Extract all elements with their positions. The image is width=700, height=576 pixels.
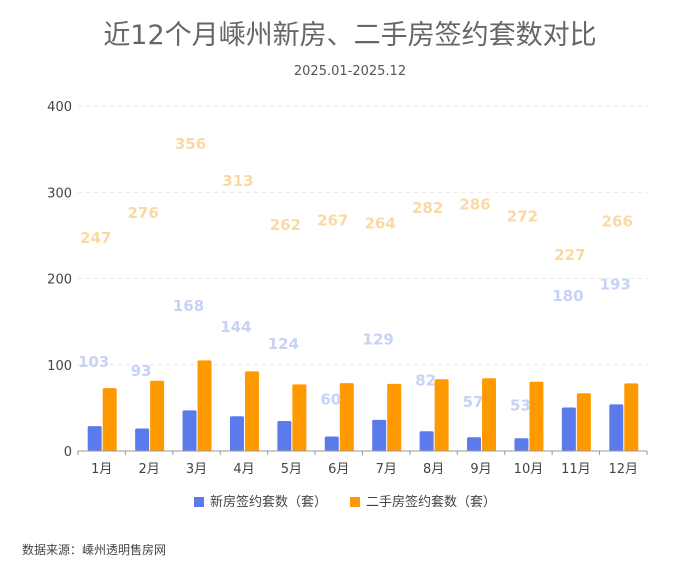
x-tick-label: 7月 <box>376 462 397 477</box>
bar-new <box>324 436 339 451</box>
chart-subtitle: 2025.01-2025.12 <box>294 64 406 79</box>
bar-new <box>419 431 434 451</box>
bar-new <box>277 421 292 451</box>
bar-new <box>609 404 624 451</box>
data-source: 数据来源：嵊州透明售房网 <box>22 542 166 557</box>
value-label-second-hand: 227 <box>554 246 585 264</box>
bar-second-hand <box>529 381 544 451</box>
bar-new <box>561 407 576 451</box>
x-tick-label: 9月 <box>470 462 491 477</box>
legend-label: 二手房签约套数（套） <box>366 494 496 510</box>
x-tick-label: 2月 <box>138 462 159 477</box>
value-label-second-hand: 313 <box>222 172 253 190</box>
value-label-second-hand: 276 <box>127 204 158 222</box>
grid <box>78 105 647 366</box>
y-tick-label: 100 <box>47 359 72 374</box>
x-tick-label: 6月 <box>328 462 349 477</box>
bar-second-hand <box>624 383 639 451</box>
value-label-new: 144 <box>220 318 251 336</box>
legend: 新房签约套数（套） 二手房签约套数（套） <box>194 494 496 510</box>
value-label-new: 53 <box>510 396 531 414</box>
value-label-second-hand: 264 <box>365 214 396 232</box>
value-label-second-hand: 262 <box>270 216 301 234</box>
value-label-new: 60 <box>320 390 341 408</box>
data-labels: 103 247 93 276 168 356 144 313 124 262 60 267 129 264… <box>78 135 633 414</box>
x-tick-label: 3月 <box>186 462 207 477</box>
bars <box>87 360 639 451</box>
bar-second-hand <box>197 360 212 451</box>
bar-second-hand <box>339 383 354 451</box>
value-label-second-hand: 286 <box>459 195 490 213</box>
value-label-new: 93 <box>131 362 152 380</box>
bar-new <box>372 419 387 451</box>
bar-new <box>135 428 150 451</box>
legend-swatch <box>350 497 360 507</box>
bar-new <box>514 438 529 451</box>
y-tick-label: 200 <box>47 273 72 288</box>
value-label-second-hand: 266 <box>602 213 633 231</box>
value-label-second-hand: 267 <box>317 212 348 230</box>
value-label-new: 129 <box>363 331 394 349</box>
bar-second-hand <box>482 378 497 451</box>
x-tick-label: 12月 <box>609 462 639 477</box>
bar-second-hand <box>387 383 402 451</box>
value-label-new: 180 <box>552 287 583 305</box>
x-tick-label: 4月 <box>233 462 254 477</box>
value-label-new: 103 <box>78 353 109 371</box>
value-label-second-hand: 272 <box>507 207 538 225</box>
x-tick-label: 11月 <box>561 462 591 477</box>
bar-second-hand <box>102 388 117 451</box>
bar-second-hand <box>244 371 259 451</box>
chart-title: 近12个月嵊州新房、二手房签约套数对比 <box>103 20 596 51</box>
value-label-new: 124 <box>268 335 299 353</box>
value-label-new: 168 <box>173 297 204 315</box>
legend-swatch <box>194 497 204 507</box>
value-label-new: 57 <box>463 393 484 411</box>
bar-second-hand <box>292 384 307 451</box>
value-label-second-hand: 247 <box>80 229 111 247</box>
bar-second-hand <box>150 380 165 451</box>
x-tick-label: 5月 <box>281 462 302 477</box>
y-tick-label: 0 <box>64 445 72 460</box>
bar-second-hand <box>434 379 449 451</box>
value-label-second-hand: 282 <box>412 199 443 217</box>
x-tick-label: 1月 <box>91 462 112 477</box>
y-tick-label: 300 <box>47 186 72 201</box>
x-tick-label: 10月 <box>514 462 544 477</box>
axes: 0 100 200 300 400 1月 2月 3月 4月 5月 6月 7月 8月 9月 10月 11月 12月 <box>47 100 648 477</box>
y-tick-label: 400 <box>47 100 72 115</box>
x-tick-label: 8月 <box>423 462 444 477</box>
bar-new <box>182 410 197 451</box>
bar-new <box>467 437 482 451</box>
bar-second-hand <box>576 393 591 451</box>
legend-label: 新房签约套数（套） <box>210 494 327 510</box>
bar-new <box>87 426 102 451</box>
value-label-new: 82 <box>415 371 436 389</box>
value-label-second-hand: 356 <box>175 135 206 153</box>
bar-new <box>229 416 244 451</box>
value-label-new: 193 <box>600 276 631 294</box>
